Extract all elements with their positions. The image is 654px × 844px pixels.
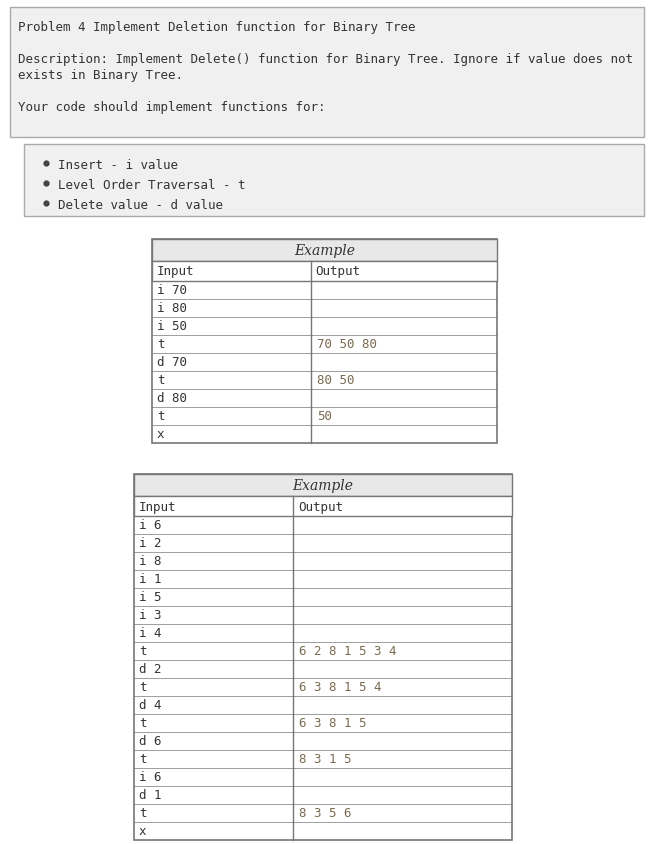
Text: exists in Binary Tree.: exists in Binary Tree. xyxy=(18,69,183,82)
Bar xyxy=(24,145,644,217)
Text: Insert - i value: Insert - i value xyxy=(58,159,178,172)
Text: i 5: i 5 xyxy=(139,591,162,603)
Text: t: t xyxy=(157,410,165,423)
Text: Delete value - d value: Delete value - d value xyxy=(58,199,223,212)
Text: i 80: i 80 xyxy=(157,302,187,315)
Text: i 3: i 3 xyxy=(139,609,162,622)
Text: t: t xyxy=(157,338,165,351)
Text: t: t xyxy=(139,681,146,694)
Text: i 2: i 2 xyxy=(139,537,162,549)
Text: Output: Output xyxy=(298,500,343,513)
Text: i 6: i 6 xyxy=(139,519,162,532)
Bar xyxy=(10,8,644,138)
Text: i 70: i 70 xyxy=(157,284,187,297)
Text: Input: Input xyxy=(157,265,194,279)
Text: d 70: d 70 xyxy=(157,356,187,369)
Text: t: t xyxy=(139,807,146,820)
Text: i 1: i 1 xyxy=(139,573,162,586)
Text: i 4: i 4 xyxy=(139,627,162,640)
Text: i 6: i 6 xyxy=(139,771,162,783)
Text: 8 3 1 5: 8 3 1 5 xyxy=(299,753,351,766)
Text: 70 50 80: 70 50 80 xyxy=(317,338,377,351)
Text: t: t xyxy=(139,717,146,729)
Text: d 1: d 1 xyxy=(139,788,162,802)
Text: Your code should implement functions for:: Your code should implement functions for… xyxy=(18,101,326,114)
Text: d 80: d 80 xyxy=(157,392,187,405)
Text: 80 50: 80 50 xyxy=(317,374,354,387)
Bar xyxy=(134,474,512,840)
Text: d 2: d 2 xyxy=(139,663,162,676)
Bar xyxy=(152,240,497,262)
Text: t: t xyxy=(139,645,146,657)
Text: Input: Input xyxy=(139,500,177,513)
Text: Output: Output xyxy=(316,265,361,279)
Text: t: t xyxy=(157,374,165,387)
Text: 8 3 5 6: 8 3 5 6 xyxy=(299,807,351,820)
Bar xyxy=(134,474,512,496)
Text: Description: Implement Delete() function for Binary Tree. Ignore if value does n: Description: Implement Delete() function… xyxy=(18,53,633,66)
Text: d 6: d 6 xyxy=(139,734,162,748)
Text: 6 3 8 1 5: 6 3 8 1 5 xyxy=(299,717,366,729)
Text: i 50: i 50 xyxy=(157,320,187,333)
Bar xyxy=(152,240,497,443)
Bar xyxy=(152,262,497,282)
Text: x: x xyxy=(157,428,165,441)
Text: x: x xyxy=(139,825,146,837)
Text: 6 3 8 1 5 4: 6 3 8 1 5 4 xyxy=(299,681,381,694)
Text: Problem 4 Implement Deletion function for Binary Tree: Problem 4 Implement Deletion function fo… xyxy=(18,21,415,34)
Text: i 8: i 8 xyxy=(139,555,162,568)
Text: 6 2 8 1 5 3 4: 6 2 8 1 5 3 4 xyxy=(299,645,396,657)
Text: Level Order Traversal - t: Level Order Traversal - t xyxy=(58,179,245,192)
Text: 50: 50 xyxy=(317,410,332,423)
Text: Example: Example xyxy=(294,244,355,257)
Bar xyxy=(134,496,512,517)
Text: d 4: d 4 xyxy=(139,699,162,711)
Text: t: t xyxy=(139,753,146,766)
Text: Example: Example xyxy=(292,479,354,492)
